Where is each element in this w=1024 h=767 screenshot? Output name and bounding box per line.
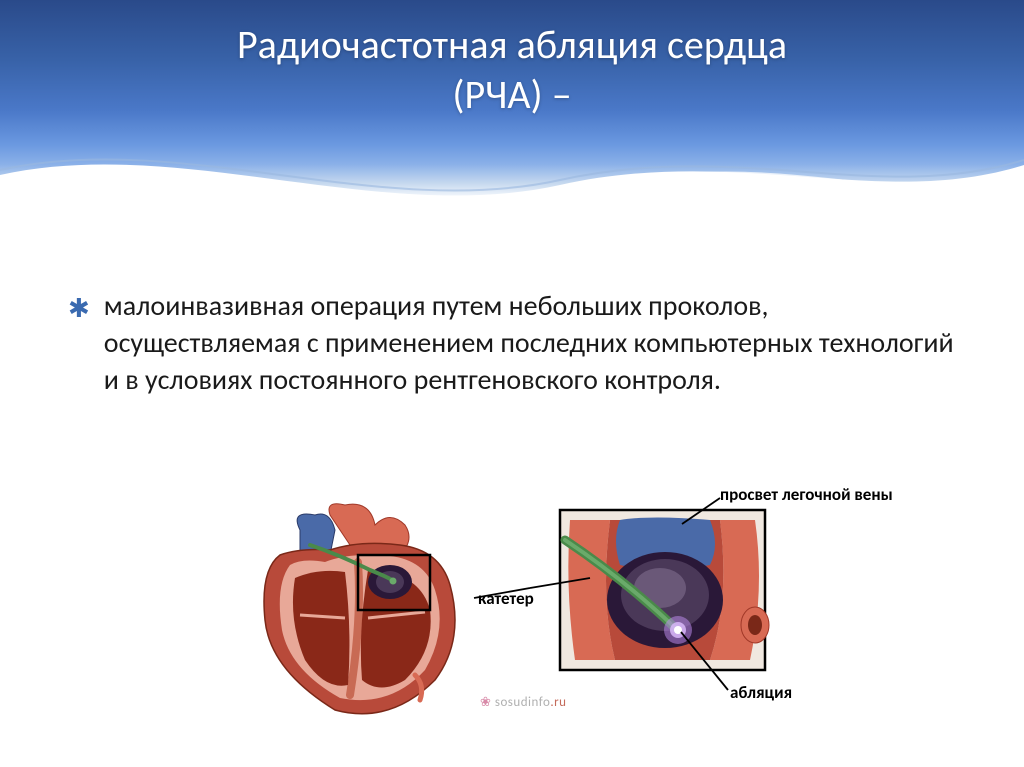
slide-title: Радиочастотная абляция сердца (РЧА) – [0,20,1024,120]
heart-diagram: просвет легочной вены катетер абляция ❀ … [230,490,830,730]
watermark-brand: sosudinfo [495,695,550,710]
watermark: ❀ sosudinfo.ru [480,695,567,710]
wave-decoration [0,130,1024,240]
bullet-item: ✱ малоинвазивная операция путем небольши… [68,288,964,399]
body-text: ✱ малоинвазивная операция путем небольши… [68,288,964,399]
title-line-1: Радиочастотная абляция сердца [237,20,787,69]
label-pulmonary-vein: просвет легочной вены [720,484,893,505]
label-ablation: абляция [730,682,792,703]
watermark-tld: .ru [550,695,566,710]
title-line-2: (РЧА) – [452,70,571,119]
label-catheter: катетер [478,588,534,609]
slide: Радиочастотная абляция сердца (РЧА) – ✱ … [0,0,1024,767]
bullet-icon: ✱ [68,290,90,326]
bullet-content: малоинвазивная операция путем небольших … [104,288,964,399]
